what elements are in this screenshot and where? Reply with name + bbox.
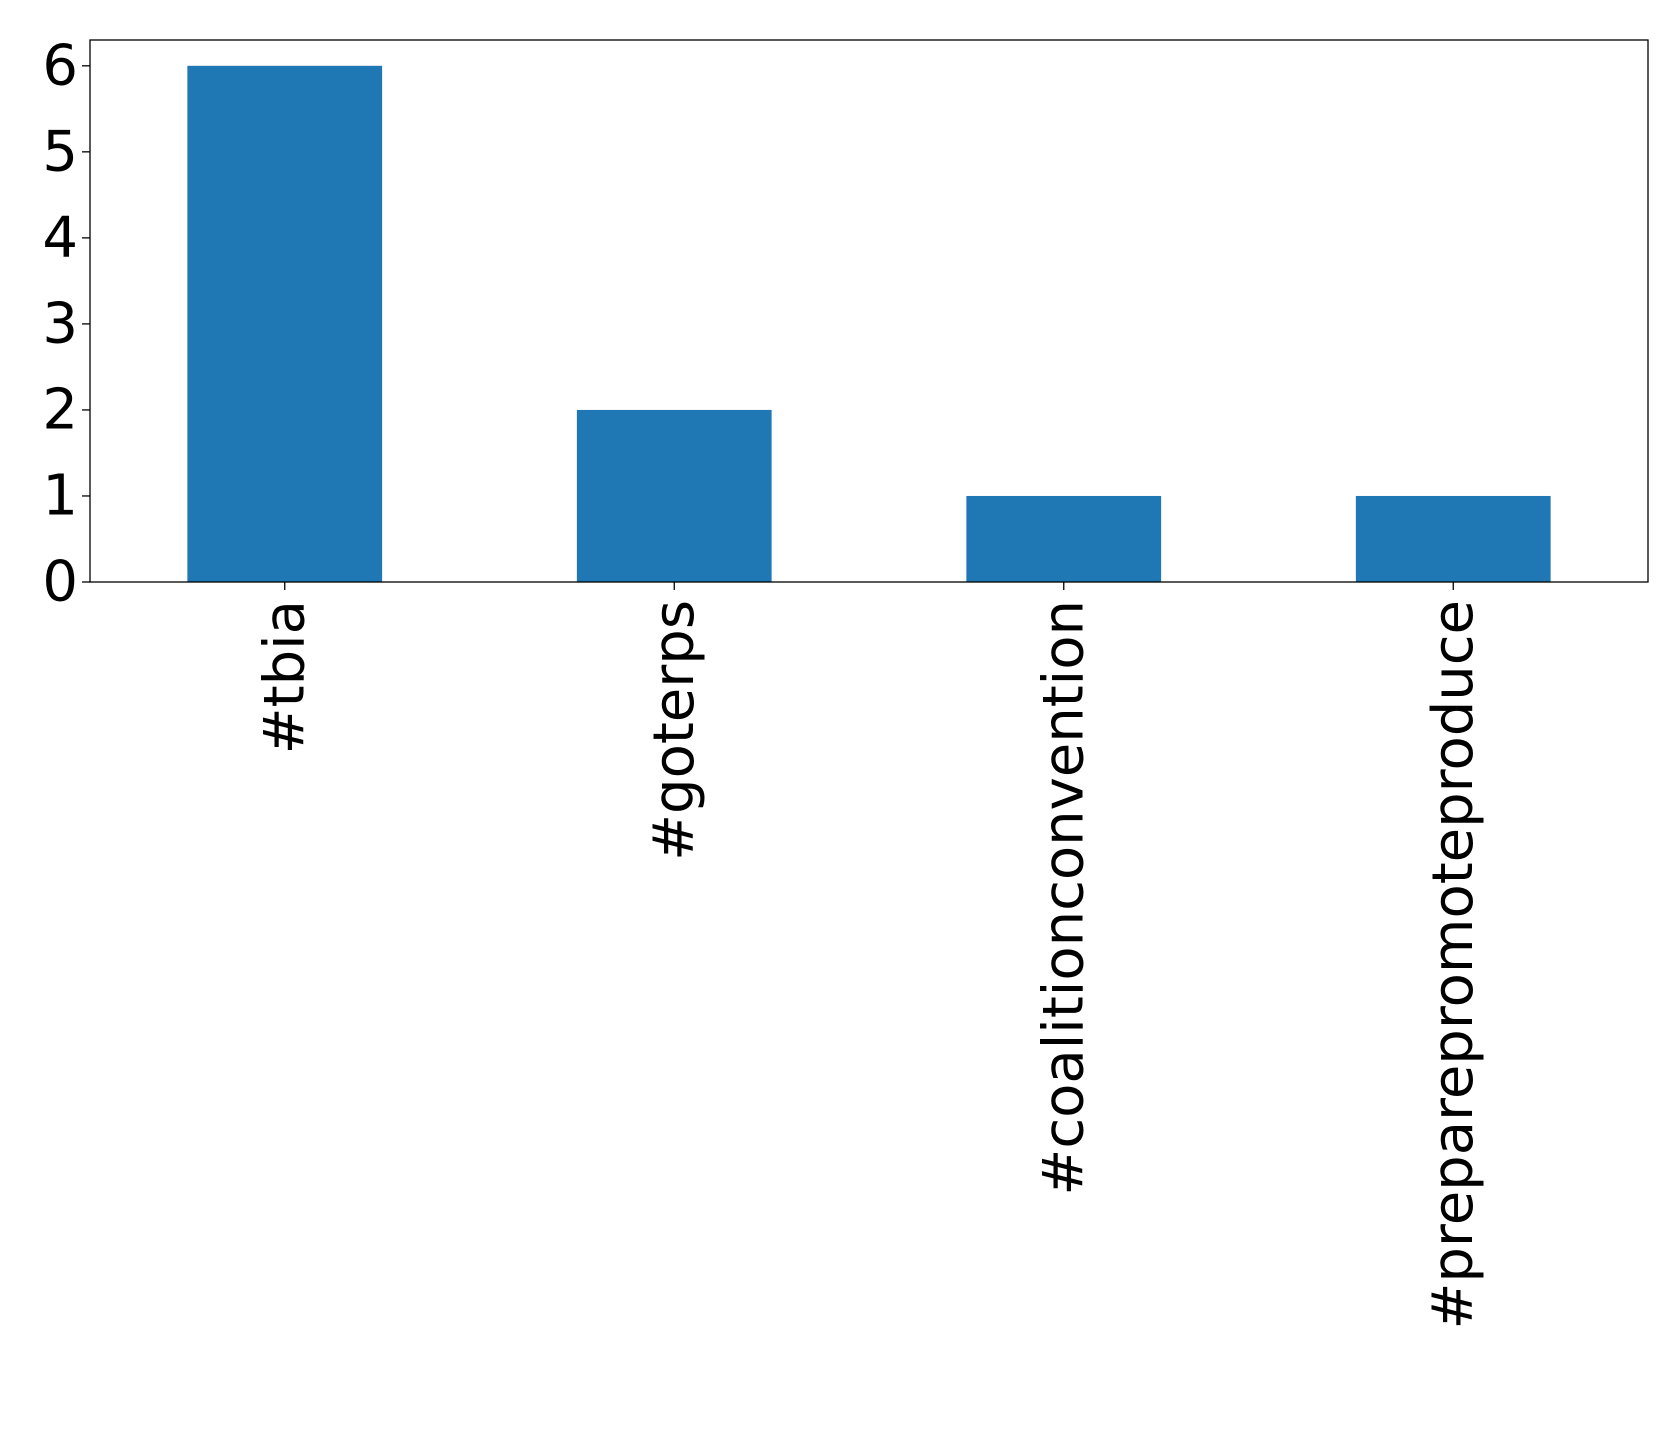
bars-group <box>187 65 1551 583</box>
y-tick-label: 2 <box>42 377 78 442</box>
bar-preparepromoteproduce <box>1355 495 1551 582</box>
y-tick-label: 5 <box>42 119 78 184</box>
y-tick-label: 4 <box>42 205 78 270</box>
y-tick-label: 0 <box>42 550 78 615</box>
bar-goterps <box>576 409 772 582</box>
y-axis-ticks: 0 1 2 3 4 5 6 <box>42 33 90 615</box>
y-tick-label: 1 <box>42 463 78 528</box>
x-axis-ticks: #tbia #goterps #coalitionconvention #prepar… <box>252 582 1486 1330</box>
bar-coalitionconvention <box>966 495 1162 582</box>
bar-tbia <box>187 65 383 583</box>
y-tick-label: 3 <box>42 291 78 356</box>
x-tick-label: #tbia <box>252 600 317 754</box>
y-tick-label: 6 <box>42 33 78 98</box>
plot-frame <box>89 39 1649 583</box>
x-tick-label: #goterps <box>642 600 707 861</box>
x-tick-label: #preparepromoteproduce <box>1421 600 1486 1330</box>
x-tick-label: #coalitionconvention <box>1031 600 1096 1196</box>
